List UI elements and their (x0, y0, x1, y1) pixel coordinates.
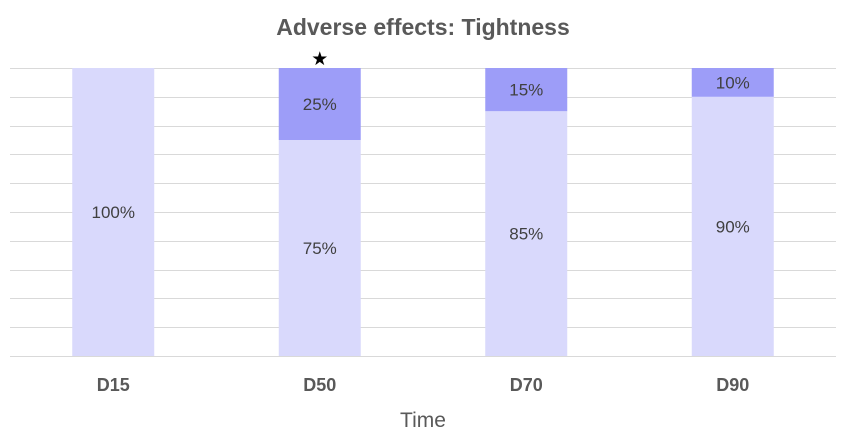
data-label: 85% (509, 225, 543, 244)
x-tick-labels: D15 D50 D70 D90 (97, 375, 750, 395)
data-label: 25% (303, 95, 337, 114)
chart-title: Adverse effects: Tightness (276, 14, 570, 40)
bar-segment-d15-1 (72, 68, 155, 356)
data-label: 100% (92, 203, 135, 222)
x-tick-label: D90 (716, 375, 749, 395)
annotations: ★ (311, 49, 328, 70)
x-tick-label: D50 (303, 375, 336, 395)
x-axis-label: Time (400, 409, 446, 432)
data-labels: 100% 75% 25% 85% 15% 90% 10% (92, 73, 750, 258)
x-tick-label: D70 (510, 375, 543, 395)
data-label: 10% (716, 73, 750, 92)
bar-segment-d90-2 (691, 68, 774, 97)
data-label: 15% (509, 81, 543, 100)
bar-segment-d50-1 (278, 140, 361, 356)
bar-segment-d70-2 (485, 68, 568, 112)
bar-segment-d90-1 (691, 96, 774, 357)
data-label: 90% (716, 217, 750, 236)
x-tick-label: D15 (97, 375, 130, 395)
significance-star-icon: ★ (311, 49, 328, 70)
bars (72, 68, 774, 357)
bar-segment-d70-1 (485, 111, 568, 356)
bar-segment-d50-2 (278, 68, 361, 140)
data-label: 75% (303, 239, 337, 258)
